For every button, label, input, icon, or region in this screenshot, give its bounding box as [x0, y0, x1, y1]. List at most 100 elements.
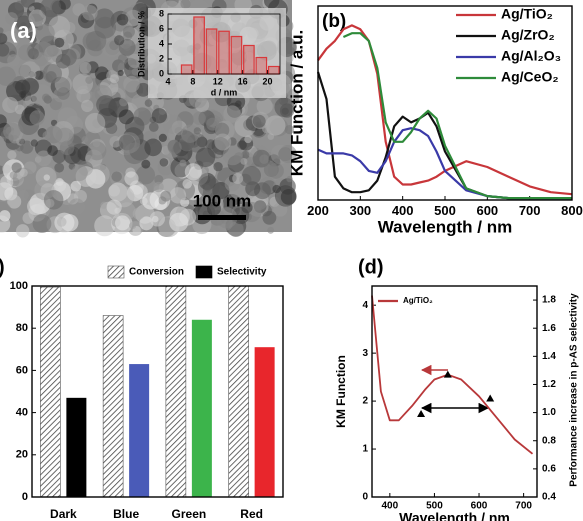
legend-label: Ag/TiO₂	[501, 6, 553, 22]
y2-tick-label: 1.2	[542, 379, 556, 390]
plot-frame	[31, 285, 284, 498]
grain	[118, 109, 134, 125]
grain	[142, 192, 160, 210]
grain	[82, 5, 98, 21]
grain	[82, 32, 101, 51]
triangle-marker	[443, 370, 452, 378]
grain	[0, 210, 11, 222]
grain	[131, 93, 150, 112]
grain	[213, 162, 223, 172]
grain	[96, 95, 116, 115]
grain	[40, 0, 62, 18]
grain	[279, 178, 296, 195]
bar	[254, 347, 275, 497]
grain	[100, 201, 108, 209]
grain	[149, 211, 165, 227]
x-axis-label: Wavelength / nm	[399, 510, 510, 521]
grain	[117, 69, 124, 77]
panel-label: (a)	[10, 18, 37, 43]
x-tick-label: 500	[434, 203, 456, 218]
legend-label: Conversion	[129, 267, 184, 278]
grain	[85, 76, 93, 84]
y-tick-label: 0	[362, 492, 368, 503]
grain	[47, 145, 58, 156]
grain	[265, 115, 286, 136]
grain	[0, 27, 4, 34]
grain	[278, 145, 297, 164]
histogram-bar	[180, 64, 193, 75]
grain	[19, 168, 28, 178]
series-line	[317, 24, 573, 196]
grain	[35, 23, 55, 43]
y-tick-label: 2	[159, 53, 164, 63]
y2-tick-label: 1.8	[542, 295, 556, 306]
grain	[18, 64, 32, 78]
series-line	[342, 32, 572, 200]
grain	[174, 126, 184, 136]
grain	[94, 66, 109, 81]
histogram-bar	[193, 16, 205, 75]
grain	[33, 41, 54, 63]
grain	[106, 199, 122, 215]
grain	[153, 181, 164, 193]
grain	[160, 190, 172, 202]
grain	[169, 212, 189, 232]
grain	[178, 135, 195, 152]
triangle-marker	[417, 410, 426, 418]
grain	[45, 71, 57, 83]
grain	[81, 99, 94, 113]
bar	[129, 364, 150, 497]
grain	[55, 127, 74, 146]
grain	[55, 53, 71, 69]
y2-tick-label: 1.4	[542, 351, 556, 362]
grain	[57, 87, 70, 100]
x-tick-label: 800	[561, 203, 583, 218]
grain	[108, 184, 120, 197]
grain	[284, 124, 295, 135]
grain	[84, 112, 106, 134]
grain	[184, 163, 202, 181]
grain	[35, 150, 52, 167]
y2-axis-label: Performance increase in p-AS selectivity	[569, 293, 580, 487]
grain	[244, 135, 252, 144]
grain	[7, 150, 17, 160]
grain	[180, 0, 191, 9]
grain	[264, 0, 280, 9]
grain	[55, 177, 64, 186]
histogram-bar	[205, 28, 218, 75]
grain	[245, 181, 261, 197]
grain	[18, 190, 29, 201]
grain	[81, 136, 89, 143]
grain	[272, 184, 281, 194]
y2-tick-label: 0.4	[542, 492, 556, 503]
x-axis-label: d / nm	[211, 87, 238, 97]
grain	[16, 224, 30, 238]
grain	[179, 159, 187, 167]
grain	[54, 37, 65, 48]
scale-bar-label: 100 nm	[193, 191, 252, 210]
grain	[15, 143, 24, 152]
grain	[105, 122, 118, 134]
grain	[182, 179, 193, 189]
grain	[41, 93, 51, 102]
y-tick-label: 4	[159, 38, 164, 48]
x-tick-label: Green	[172, 507, 207, 521]
grain	[22, 212, 35, 224]
grain	[68, 198, 85, 215]
grain	[32, 214, 52, 234]
grain	[29, 110, 45, 126]
grain	[71, 164, 88, 182]
grain	[124, 171, 139, 186]
y-axis-label: Distribution / %	[136, 11, 146, 77]
grain	[2, 96, 19, 114]
grain	[0, 114, 7, 128]
grain	[0, 66, 16, 86]
grain	[0, 175, 14, 189]
grain	[154, 174, 164, 185]
grain	[274, 97, 295, 118]
y-tick-label: 20	[16, 449, 28, 461]
legend-label: Ag/CeO₂	[501, 69, 559, 85]
y-axis-label: KM Function / a.u.	[287, 30, 306, 176]
grain	[122, 25, 135, 38]
